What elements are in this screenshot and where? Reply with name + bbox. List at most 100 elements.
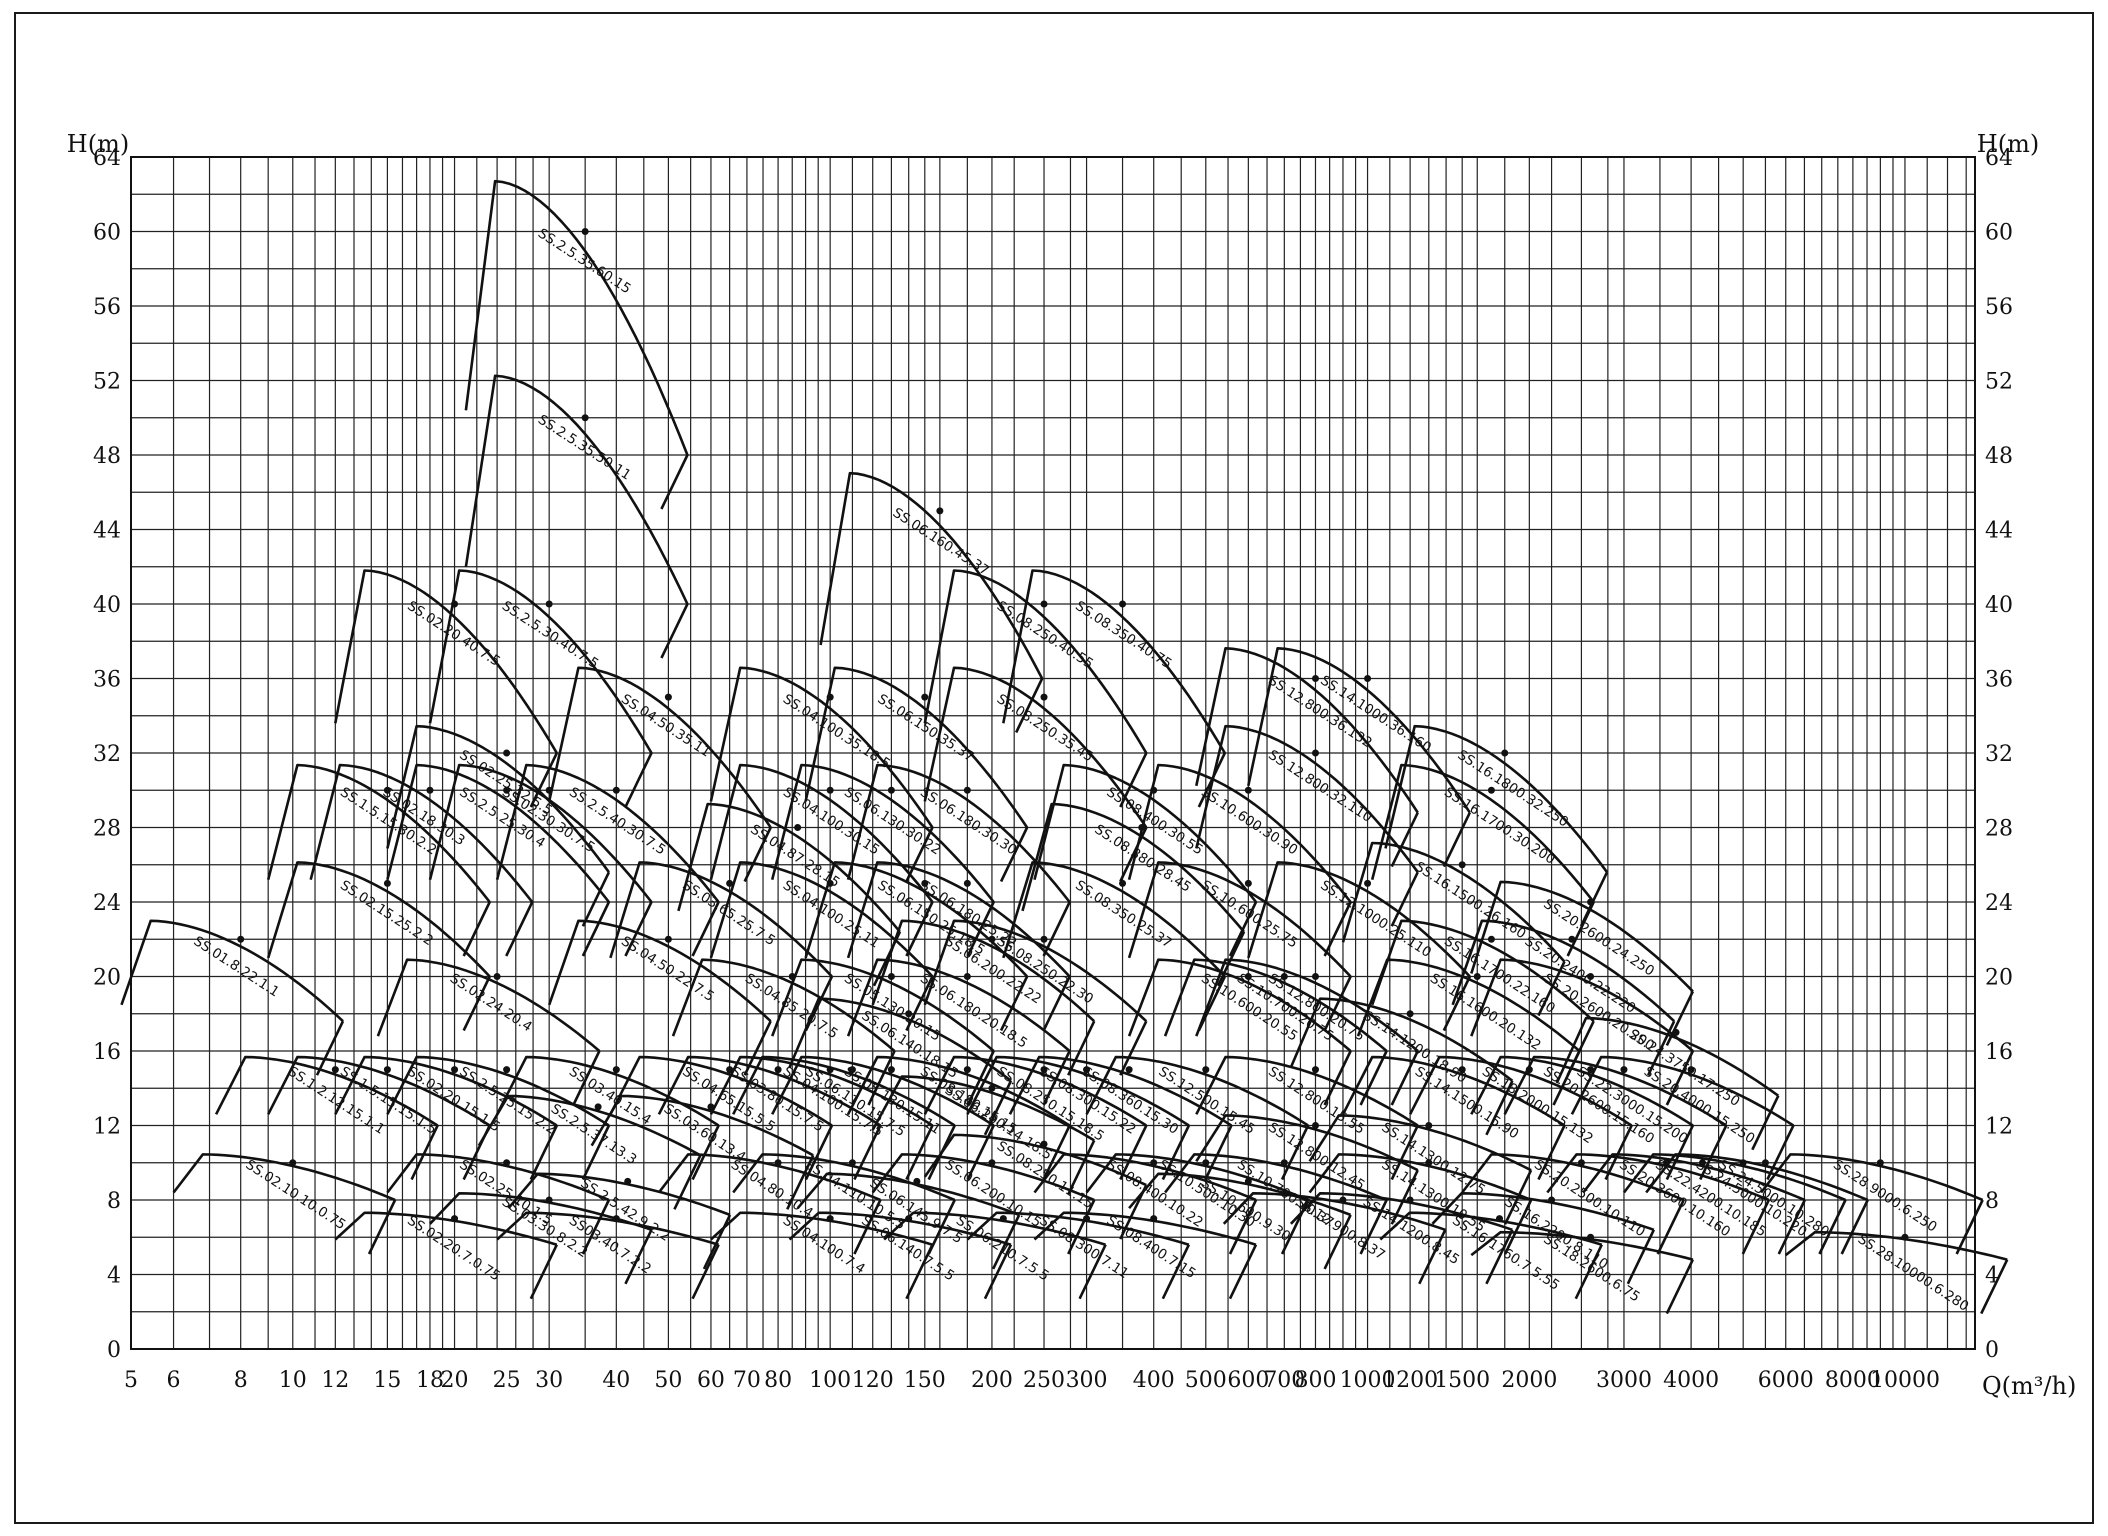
rated-point	[788, 973, 796, 980]
pump-curve	[770, 763, 995, 903]
rated-point	[1473, 973, 1481, 980]
pump-curve	[172, 1153, 396, 1202]
rated-point	[1339, 1196, 1347, 1204]
pump-curve	[1127, 763, 1352, 903]
rated-point	[963, 879, 971, 887]
curve-label: SS.16.1500.26.160	[1412, 859, 1529, 943]
curve-label: SS.28.10000.6.280	[1855, 1231, 1972, 1315]
x-tick-label: 4000	[1663, 1368, 1719, 1393]
pump-curve	[710, 1211, 933, 1246]
pump-curve	[846, 1055, 1071, 1127]
pump-curve	[1503, 1055, 1727, 1127]
curve-end-tick	[983, 1244, 1013, 1300]
rated-point	[1587, 1233, 1595, 1241]
rated-point	[503, 1066, 511, 1074]
curve-end-tick	[1228, 1199, 1258, 1255]
y-tick-label-right: 4	[1985, 1264, 1999, 1289]
curve-end-tick	[1442, 975, 1472, 1032]
rated-point	[1150, 1159, 1158, 1167]
pump-curve	[1645, 1153, 1869, 1202]
pump-curve	[547, 919, 772, 1023]
curve-end-tick	[1626, 1229, 1656, 1285]
pump-curve	[464, 374, 689, 605]
pump-curve	[495, 763, 720, 903]
rated-point	[1458, 861, 1466, 869]
curve-end-tick	[1503, 1199, 1533, 1255]
rated-point	[493, 973, 501, 980]
pump-curve	[1546, 1153, 1770, 1202]
pump-curve	[334, 1055, 558, 1127]
rated-point	[936, 507, 944, 515]
curve-end-tick	[1280, 1124, 1310, 1181]
curve-label: SS.04.50.35.11	[618, 691, 713, 761]
rated-point	[1620, 1066, 1628, 1074]
rated-point	[1040, 935, 1048, 943]
curve-end-tick	[1741, 1199, 1770, 1255]
pump-curve	[709, 763, 934, 903]
rated-point	[581, 228, 589, 235]
curve-end-tick	[1646, 1020, 1676, 1076]
curve-end-tick	[581, 901, 611, 957]
pump-curve	[732, 1055, 956, 1127]
curve-end-tick	[1955, 1199, 1984, 1255]
y-tick-label-right: 64	[1985, 146, 2013, 171]
rated-point	[545, 786, 553, 794]
curve-end-tick	[624, 1229, 653, 1285]
x-tick-label: 60	[697, 1368, 725, 1393]
rated-point	[383, 786, 391, 794]
rated-point	[1150, 1215, 1158, 1223]
y-tick-label-left: 24	[93, 891, 121, 916]
pump-curve	[1470, 880, 1694, 993]
x-tick-label: 3000	[1596, 1368, 1652, 1393]
rated-point	[1040, 693, 1048, 701]
curve-end-tick	[1323, 1050, 1352, 1106]
rated-point	[921, 693, 929, 701]
y-tick-label-right: 52	[1985, 370, 2013, 395]
pump-curve	[1008, 1055, 1233, 1127]
pump-curve	[1002, 569, 1226, 754]
rated-point	[1406, 1196, 1414, 1204]
rated-point	[237, 935, 245, 943]
curve-end-tick	[905, 1244, 934, 1300]
rated-point	[1577, 1159, 1585, 1167]
pump-curve	[334, 569, 558, 754]
rated-point	[503, 1159, 511, 1167]
curve-end-tick	[691, 1244, 720, 1300]
x-tick-label: 15	[373, 1368, 401, 1393]
pump-curve	[120, 919, 344, 1023]
pump-curve	[732, 1153, 956, 1202]
y-tick-label-right: 8	[1985, 1189, 1999, 1214]
curve-end-tick	[905, 901, 934, 957]
pump-curve	[923, 569, 1148, 754]
rated-point	[545, 1196, 553, 1204]
curve-end-tick	[624, 901, 653, 957]
y-tick-label-left: 20	[93, 966, 121, 991]
curve-end-tick	[1699, 1124, 1728, 1181]
x-tick-label: 5	[124, 1368, 138, 1393]
pump-curve	[1470, 958, 1694, 1052]
rated-point	[963, 786, 971, 794]
curve-end-tick	[1840, 1199, 1869, 1255]
pump-curve	[966, 1211, 1190, 1246]
pump-curve	[309, 763, 534, 903]
pump-curve	[709, 666, 934, 829]
y-tick-label-right: 36	[1985, 668, 2013, 693]
x-tick-label: 400	[1133, 1368, 1175, 1393]
curve-end-tick	[966, 1124, 995, 1181]
x-tick-label: 50	[654, 1368, 682, 1393]
curve-end-tick	[1323, 901, 1352, 957]
curve-end-tick	[410, 1124, 439, 1181]
curve-label: SS.02.10.10.0.75	[243, 1157, 349, 1234]
curve-end-tick	[1078, 1244, 1107, 1300]
curve-end-tick	[462, 901, 491, 957]
x-tick-label: 30	[535, 1368, 563, 1393]
x-tick-label: 700	[1263, 1368, 1305, 1393]
curve-end-tick	[702, 1214, 732, 1270]
pump-curve	[1370, 763, 1595, 903]
curve-end-tick	[867, 1050, 896, 1106]
curve-end-tick	[853, 1124, 882, 1181]
pump-curve	[1370, 919, 1595, 1023]
y-tick-label-left: 52	[93, 370, 121, 395]
